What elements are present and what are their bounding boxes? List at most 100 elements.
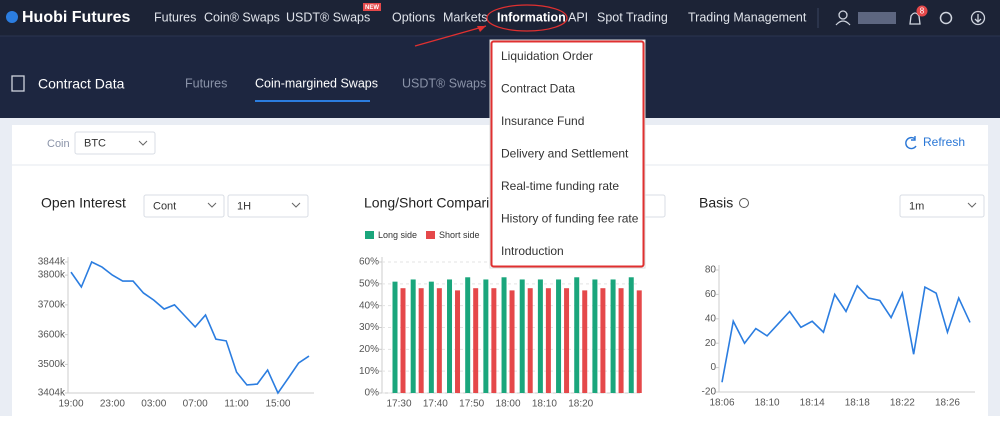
tab[interactable]: Futures — [185, 76, 227, 90]
download-icon[interactable] — [970, 10, 986, 26]
bar — [400, 288, 406, 393]
x-tick-label: 15:00 — [265, 399, 290, 410]
y-tick-label: 3844k — [38, 257, 66, 268]
x-tick-label: 18:10 — [755, 398, 780, 409]
user-icon-body — [835, 20, 851, 26]
bar — [592, 279, 598, 393]
x-tick-label: 18:06 — [709, 398, 734, 409]
bar — [436, 288, 442, 393]
x-tick-label: 11:00 — [224, 399, 249, 410]
bar — [610, 279, 616, 393]
y-tick-label: 0% — [365, 388, 380, 399]
select[interactable] — [143, 194, 225, 218]
bar — [537, 279, 543, 393]
bar — [545, 288, 551, 393]
nav-item[interactable]: Spot Trading — [597, 10, 668, 24]
y-tick-label: 60% — [359, 257, 379, 268]
highlight-box — [490, 40, 645, 268]
tab-active[interactable]: Coin-margined Swaps — [255, 76, 378, 90]
select-value: Cont — [153, 200, 176, 212]
x-tick-label: 17:50 — [459, 399, 484, 410]
chevron — [291, 202, 301, 208]
notification-count: 8 — [920, 7, 925, 16]
new-badge: NEW — [365, 5, 379, 11]
tab[interactable]: USDT® Swaps — [402, 76, 486, 90]
bar — [410, 279, 416, 393]
nav-item[interactable]: Options — [392, 10, 435, 24]
menu-item[interactable]: History of funding fee rate — [501, 212, 639, 226]
menu-item[interactable]: Liquidation Order — [501, 49, 593, 63]
bar — [465, 277, 471, 393]
annotation-arrow — [414, 25, 487, 47]
bar — [618, 288, 624, 393]
bar — [574, 277, 580, 393]
x-tick-label: 18:20 — [568, 399, 593, 410]
bar — [556, 279, 562, 393]
bar — [628, 277, 634, 393]
legend-swatch — [365, 231, 374, 239]
notification-badge — [916, 5, 928, 17]
bar — [447, 279, 453, 393]
y-tick-label: 3404k — [38, 388, 66, 399]
bar — [491, 288, 497, 393]
bar — [600, 288, 606, 393]
bar — [455, 290, 461, 393]
bar — [483, 279, 489, 393]
account-blur — [858, 12, 896, 24]
page-title: Contract Data — [38, 76, 125, 92]
select[interactable] — [899, 194, 985, 218]
menu-item[interactable]: Real-time funding rate — [501, 179, 619, 193]
nav-item[interactable]: Futures — [154, 10, 196, 24]
refresh-button[interactable]: Refresh — [923, 135, 965, 149]
select[interactable] — [227, 194, 309, 218]
nav-item[interactable]: USDT® Swaps — [286, 10, 370, 24]
select-value: 1H — [237, 200, 251, 212]
bar — [582, 290, 588, 393]
user-icon[interactable] — [838, 10, 848, 20]
menu-item[interactable]: Delivery and Settlement — [501, 147, 629, 161]
bar — [527, 288, 533, 393]
arrow-head — [477, 26, 486, 32]
coin-select[interactable] — [74, 131, 156, 155]
menu-item[interactable]: Contract Data — [501, 82, 575, 96]
info-icon — [739, 198, 749, 208]
menu-item[interactable]: Introduction — [501, 244, 564, 258]
y-tick-label: 30% — [359, 322, 379, 333]
menu-item[interactable]: Insurance Fund — [501, 114, 584, 128]
y-tick-label: 50% — [359, 278, 379, 289]
nav-item[interactable]: Coin® Swaps — [204, 10, 280, 24]
settings-icon[interactable] — [939, 11, 953, 25]
chevron — [967, 202, 977, 208]
y-tick-label: 20 — [705, 338, 717, 349]
nav-item[interactable]: Information — [497, 10, 566, 24]
bar — [519, 279, 525, 393]
x-tick-label: 07:00 — [183, 399, 208, 410]
nav-item[interactable]: Trading Management — [688, 10, 807, 24]
y-tick-label: 80 — [705, 265, 717, 276]
bell-icon[interactable] — [909, 12, 921, 25]
contract-icon — [11, 75, 25, 92]
y-tick-label: -20 — [702, 387, 717, 398]
x-tick-label: 18:22 — [890, 398, 915, 409]
y-tick-label: 3800k — [38, 270, 66, 281]
download-arrow — [974, 14, 982, 23]
y-tick-label: 3600k — [38, 329, 66, 340]
y-tick-label: 40 — [705, 313, 717, 324]
y-tick-label: 40% — [359, 300, 379, 311]
y-tick-label: 10% — [359, 366, 379, 377]
nav-item[interactable]: Markets — [443, 10, 487, 24]
chart-title: Long/Short Comparison — [364, 195, 512, 211]
chevron — [138, 140, 148, 146]
y-tick-label: 0 — [710, 362, 716, 373]
bar — [501, 277, 507, 393]
bar — [392, 281, 398, 393]
bar — [636, 290, 642, 393]
x-tick-label: 18:26 — [935, 398, 960, 409]
select-value: 1m — [909, 200, 924, 212]
y-tick-label: 60 — [705, 289, 717, 300]
legend-label: Long side — [378, 230, 417, 240]
nav-item[interactable]: API — [568, 10, 588, 24]
x-tick-label: 18:14 — [800, 398, 825, 409]
